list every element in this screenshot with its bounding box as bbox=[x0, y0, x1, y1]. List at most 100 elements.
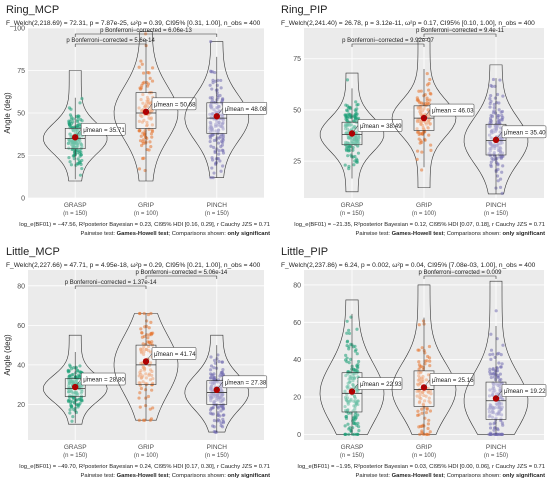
violin-grip bbox=[391, 37, 457, 189]
data-point bbox=[492, 387, 496, 391]
data-point bbox=[347, 347, 351, 351]
data-point bbox=[491, 352, 495, 356]
significance-bracket bbox=[423, 33, 497, 37]
data-point bbox=[67, 138, 71, 142]
data-point bbox=[426, 354, 430, 359]
data-point bbox=[209, 127, 213, 132]
data-point bbox=[143, 388, 148, 392]
data-point bbox=[421, 126, 425, 130]
data-point bbox=[139, 134, 143, 138]
data-point bbox=[347, 331, 352, 336]
data-point bbox=[420, 407, 424, 411]
data-point bbox=[219, 113, 224, 117]
data-point bbox=[355, 400, 359, 404]
data-point bbox=[356, 116, 361, 121]
data-point bbox=[491, 381, 495, 385]
data-point bbox=[498, 142, 502, 146]
data-point bbox=[208, 393, 212, 397]
mean-label-box bbox=[357, 377, 403, 390]
data-point bbox=[346, 154, 350, 158]
data-point bbox=[491, 77, 496, 82]
data-point bbox=[79, 398, 83, 403]
violin-grip bbox=[113, 31, 179, 182]
data-point bbox=[345, 113, 349, 117]
data-point bbox=[497, 361, 501, 365]
data-point bbox=[499, 365, 503, 369]
data-point bbox=[219, 409, 223, 413]
pairwise-footer: Pairwise test: Games-Howell test; Compar… bbox=[81, 231, 271, 237]
data-point bbox=[418, 393, 422, 397]
y-tick-label: 80 bbox=[293, 282, 301, 289]
data-point bbox=[80, 143, 84, 147]
data-point bbox=[142, 311, 146, 316]
data-point bbox=[422, 399, 427, 403]
data-point bbox=[68, 408, 72, 412]
data-point bbox=[71, 145, 75, 149]
data-point bbox=[146, 70, 150, 75]
mean-label-leader bbox=[351, 125, 359, 134]
data-point bbox=[356, 151, 361, 155]
data-point bbox=[66, 368, 70, 372]
data-point bbox=[427, 344, 432, 349]
y-tick-label: 75 bbox=[17, 68, 25, 75]
data-point bbox=[426, 373, 431, 377]
data-point bbox=[492, 375, 496, 379]
data-point bbox=[354, 130, 359, 134]
data-point bbox=[146, 312, 151, 317]
data-point bbox=[498, 126, 502, 130]
data-point bbox=[208, 96, 212, 100]
data-point bbox=[488, 422, 492, 426]
data-point bbox=[425, 406, 429, 411]
data-point bbox=[78, 138, 82, 142]
stats-subtitle: F_Welch(2,237.86) = 6.24, p = 0.002, ω²p… bbox=[281, 262, 536, 269]
data-point bbox=[418, 382, 422, 386]
data-point bbox=[219, 382, 223, 387]
data-point bbox=[74, 392, 78, 396]
data-point bbox=[423, 351, 427, 355]
data-point bbox=[427, 88, 431, 92]
data-point bbox=[150, 388, 154, 392]
data-point bbox=[354, 112, 358, 116]
data-point bbox=[487, 415, 491, 419]
data-point bbox=[489, 332, 493, 336]
data-point bbox=[145, 123, 149, 127]
data-point bbox=[345, 343, 349, 348]
bayes-footer: log_e(BF01) = −1.95, R²posterior Bayesia… bbox=[298, 464, 545, 470]
data-point bbox=[497, 409, 501, 413]
data-point bbox=[343, 395, 348, 400]
data-point bbox=[147, 340, 151, 345]
data-point bbox=[213, 149, 217, 153]
data-point bbox=[418, 107, 422, 111]
data-point bbox=[495, 174, 500, 178]
violin-grasp bbox=[319, 72, 385, 193]
data-point bbox=[211, 405, 215, 410]
mean-label: μ̂mean = 22.93 bbox=[360, 381, 402, 388]
data-point bbox=[210, 396, 214, 400]
data-point bbox=[418, 399, 422, 404]
data-point bbox=[212, 377, 216, 381]
data-point bbox=[344, 432, 348, 436]
data-point bbox=[68, 113, 73, 117]
data-point bbox=[355, 160, 359, 164]
mean-label: μ̂mean = 27.38 bbox=[225, 379, 267, 386]
x-count-label: (n = 150) bbox=[63, 211, 87, 217]
data-point bbox=[209, 144, 213, 148]
data-point bbox=[347, 432, 351, 436]
data-point bbox=[220, 399, 224, 403]
data-point bbox=[215, 88, 219, 92]
data-point bbox=[355, 107, 359, 111]
data-point bbox=[351, 382, 355, 387]
mean-label: μ̂mean = 41.74 bbox=[154, 351, 196, 358]
data-point bbox=[421, 377, 425, 381]
data-point bbox=[420, 429, 424, 433]
data-point bbox=[137, 65, 141, 69]
data-point bbox=[143, 418, 147, 422]
data-point bbox=[145, 324, 149, 329]
data-point bbox=[496, 375, 501, 379]
data-point bbox=[221, 405, 225, 409]
data-point bbox=[357, 425, 361, 429]
significance-bracket bbox=[74, 285, 147, 289]
data-point bbox=[212, 372, 216, 376]
data-point bbox=[211, 112, 215, 116]
data-point bbox=[212, 138, 216, 143]
